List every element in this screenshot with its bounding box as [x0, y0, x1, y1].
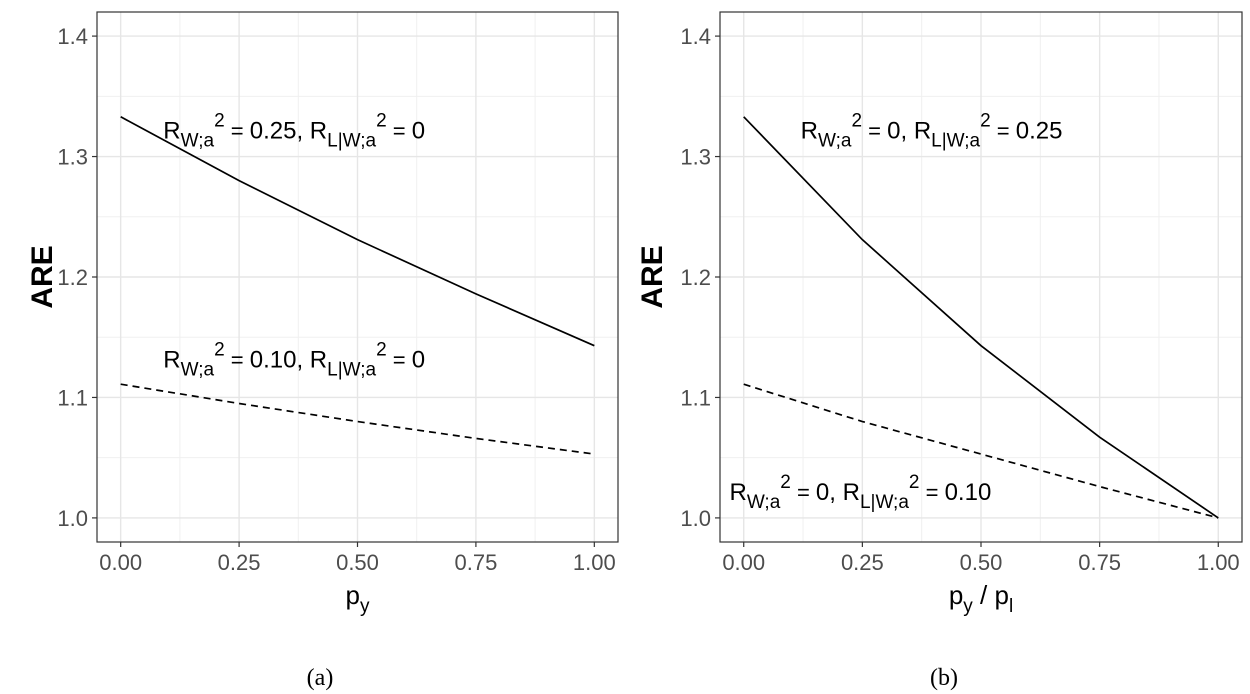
annot-eq: = [225, 118, 250, 143]
annot-value-2: 0.10 [945, 479, 992, 506]
x-tick-label: 0.50 [336, 550, 379, 575]
x-title-sub2: l [1009, 596, 1013, 617]
annot-sep: , [900, 117, 913, 144]
annot-sub: W;a [181, 130, 215, 151]
dashed-series-line [120, 383, 595, 455]
y-tick-label: 1.4 [57, 24, 88, 49]
annot-sub: L|W;a [327, 130, 376, 151]
x-tick-label: 1.00 [1197, 550, 1240, 575]
x-tick-label: 0.75 [1078, 550, 1121, 575]
annot-value-2: 0 [412, 117, 425, 144]
y-tick-label: 1.0 [57, 506, 88, 531]
panel-b: 0.00 0.25 0.50 0.75 1.00 1.0 1.1 1.2 1.3 1.4 ARE py… [636, 11, 1243, 691]
y-tick-label: 1.3 [57, 145, 88, 170]
annot-sub: W;a [181, 359, 215, 380]
annot-sup: 2 [214, 110, 225, 131]
x-title-base: p [949, 580, 963, 610]
annot-sup: 2 [214, 339, 225, 360]
panel-label: (a) [307, 665, 334, 691]
annot-r: R [163, 117, 180, 144]
x-title-base: p [346, 580, 360, 610]
x-axis-title: py [346, 580, 370, 617]
solid-series-line [120, 116, 595, 347]
annot-r: R [310, 117, 327, 144]
annot-sep: , [829, 479, 842, 506]
panel-a: 0.00 0.25 0.50 0.75 1.00 1.0 1.1 1.2 1.3 1.4 ARE py… [26, 11, 619, 691]
annot-sub: L|W;a [931, 130, 980, 151]
annot-eq: = [991, 118, 1016, 143]
annot-sub: W;a [818, 130, 852, 151]
x-axis-title: py / pl [949, 580, 1013, 617]
r-squared-annotation: RW;a2 = 0, RL|W;a2 = 0.25 [801, 110, 1063, 151]
r-squared-annotation: RW;a2 = 0.10, RL|W;a2 = 0 [163, 339, 425, 380]
r-squared-annotation: RW;a2 = 0, RL|W;a2 = 0.10 [729, 472, 991, 513]
x-title-sub: y [360, 596, 370, 617]
y-tick-label: 1.2 [57, 265, 88, 290]
annot-value-1: 0 [887, 117, 900, 144]
y-tick-label: 1.2 [680, 265, 711, 290]
annot-value-1: 0.25 [250, 117, 297, 144]
dashed-series-line [743, 383, 1219, 519]
x-title-sub: y [963, 596, 973, 617]
annot-eq: = [920, 480, 945, 505]
y-tick-label: 1.3 [680, 145, 711, 170]
annot-r: R [914, 117, 931, 144]
x-tick-label: 0.25 [218, 550, 261, 575]
annot-r: R [310, 346, 327, 373]
x-tick-label: 0.75 [454, 550, 497, 575]
annot-eq: = [225, 347, 250, 372]
annot-sub: L|W;a [327, 359, 376, 380]
annot-value-2: 0.25 [1016, 117, 1063, 144]
annot-sub: W;a [747, 492, 781, 513]
annot-eq: = [791, 480, 816, 505]
y-tick-label: 1.1 [57, 385, 88, 410]
y-tick-label: 1.1 [680, 385, 711, 410]
x-tick-label: 0.50 [960, 550, 1003, 575]
annot-sup: 2 [376, 110, 387, 131]
annot-r: R [163, 346, 180, 373]
annot-sep: , [296, 117, 309, 144]
y-axis-title: ARE [26, 245, 59, 308]
x-title-mid: / [973, 580, 995, 610]
annot-sup: 2 [780, 472, 791, 493]
annot-sub: L|W;a [860, 492, 909, 513]
annot-sup: 2 [851, 110, 862, 131]
solid-series-line [743, 116, 1219, 519]
y-axis-title: ARE [636, 245, 669, 308]
panel-label: (b) [930, 665, 958, 691]
r-squared-annotation: RW;a2 = 0.25, RL|W;a2 = 0 [163, 110, 425, 151]
annot-value-1: 0.10 [250, 346, 297, 373]
annot-eq: = [387, 118, 412, 143]
annot-sup: 2 [376, 339, 387, 360]
x-tick-label: 0.00 [99, 550, 142, 575]
annot-sup: 2 [980, 110, 991, 131]
annot-value-2: 0 [412, 346, 425, 373]
x-tick-label: 0.25 [841, 550, 884, 575]
annot-eq: = [862, 118, 887, 143]
x-tick-label: 1.00 [573, 550, 616, 575]
annot-r: R [729, 479, 746, 506]
annot-r: R [843, 479, 860, 506]
annot-sep: , [296, 346, 309, 373]
y-tick-label: 1.4 [680, 24, 711, 49]
annot-value-1: 0 [816, 479, 829, 506]
y-tick-label: 1.0 [680, 506, 711, 531]
x-title-base2: p [994, 580, 1008, 610]
annot-sup: 2 [909, 472, 920, 493]
x-tick-label: 0.00 [722, 550, 765, 575]
annot-eq: = [387, 347, 412, 372]
annot-r: R [801, 117, 818, 144]
